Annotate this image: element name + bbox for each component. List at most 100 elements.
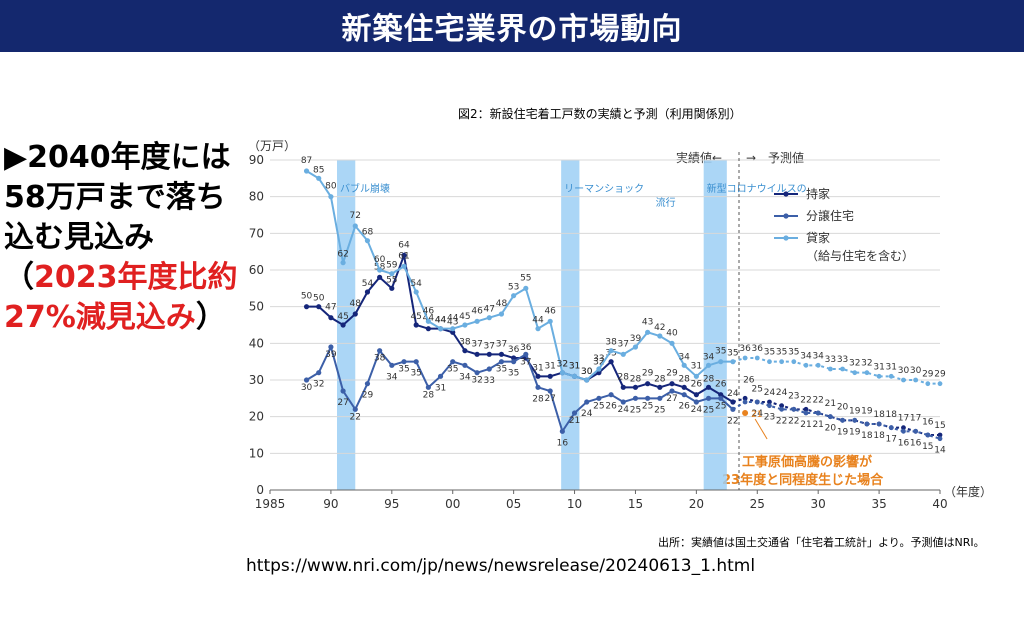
- y-axis-label: （万戸）: [248, 139, 296, 153]
- series-point-2: [498, 311, 505, 317]
- data-label-0: 36: [520, 343, 532, 353]
- data-label-0: 37: [484, 341, 495, 351]
- y-tick-label: 70: [249, 226, 264, 240]
- forecast-point-2: [864, 370, 870, 376]
- summary-highlight: 2023年度比約27%減見込み: [4, 260, 238, 335]
- data-label-0: 32: [557, 360, 568, 370]
- data-label-1: 16: [557, 438, 569, 448]
- forecast-point-2: [767, 359, 772, 365]
- forecast-label-1: 22: [788, 416, 799, 426]
- shaded-period-1: [561, 160, 580, 490]
- data-label-1: 35: [398, 365, 409, 375]
- series-point-2: [547, 318, 553, 324]
- data-label-1: 30: [301, 383, 313, 393]
- forecast-label-1: 16: [910, 438, 922, 448]
- series-point-2: [608, 348, 614, 354]
- data-label-2: 44: [532, 316, 544, 326]
- data-label-0: 31: [569, 361, 580, 371]
- series-point-2: [559, 370, 565, 376]
- data-label-1: 38: [374, 354, 386, 364]
- forecast-label-1: 23: [764, 413, 775, 423]
- series-point-2: [645, 329, 651, 335]
- forecast-label-1: 18: [861, 431, 873, 441]
- series-point-2: [620, 351, 626, 357]
- forecast-upper-label: 19: [861, 406, 873, 416]
- series-point-0: [474, 351, 480, 357]
- series-point-1: [413, 359, 419, 365]
- legend-marker-1: [783, 213, 789, 219]
- data-label-0: 35: [605, 349, 616, 359]
- forecast-label-2: 29: [922, 370, 934, 380]
- y-tick-label: 30: [249, 373, 264, 387]
- data-label-0: 43: [447, 317, 458, 327]
- data-label-0: 64: [398, 240, 410, 250]
- series-point-2: [364, 238, 371, 244]
- forecast-point-2: [754, 355, 760, 361]
- data-label-0: 31: [532, 363, 543, 373]
- series-point-0: [352, 311, 358, 317]
- forecast-label-2: 35: [776, 348, 787, 358]
- forecast-label-2: 33: [837, 355, 848, 365]
- series-point-2: [535, 326, 541, 332]
- forecast-label-1: 21: [800, 420, 811, 430]
- data-label-0: 28: [630, 374, 642, 384]
- forecast-label-2: 29: [934, 370, 946, 380]
- x-tick-label: 90: [323, 497, 338, 511]
- series-point-1: [316, 370, 322, 376]
- data-label-0: 58: [374, 262, 386, 272]
- forecast-label-1: 22: [776, 416, 787, 426]
- series-point-0: [340, 322, 346, 328]
- data-label-1: 27: [666, 394, 677, 404]
- forecast-point-2: [827, 366, 833, 372]
- data-label-0: 37: [496, 339, 507, 349]
- series-point-0: [693, 392, 699, 398]
- data-label-1: 33: [484, 376, 495, 386]
- forecast-point-2: [876, 373, 882, 379]
- series-point-1: [511, 359, 517, 365]
- data-label-1: 31: [435, 383, 446, 393]
- data-label-2: 46: [544, 306, 556, 316]
- series-point-1: [620, 399, 626, 405]
- data-label-1: 22: [350, 412, 361, 422]
- data-label-2: 53: [508, 283, 519, 293]
- data-label-1: 27: [337, 398, 348, 408]
- data-label-0: 50: [301, 292, 313, 302]
- shaded-period-label-0: バブル崩壊: [340, 182, 390, 195]
- data-label-2: 68: [362, 228, 374, 238]
- series-point-2: [486, 315, 492, 321]
- forecast-label-2: 35: [788, 348, 799, 358]
- source-note: 出所：実績値は国土交通省「住宅着工統計」より。予測値はNRI。: [658, 535, 985, 549]
- data-label-1: 32: [471, 376, 482, 386]
- series-point-2: [413, 289, 419, 295]
- forecast-point-1: [888, 425, 894, 431]
- data-label-0: 26: [691, 380, 703, 390]
- forecast-point-1: [876, 421, 882, 427]
- forecast-upper-label: 24: [776, 388, 788, 398]
- data-label-1: 35: [508, 369, 519, 379]
- data-label-1: 39: [325, 350, 337, 360]
- data-label-2: 48: [496, 299, 508, 309]
- forecast-point-2: [815, 362, 821, 368]
- series-point-1: [425, 384, 431, 390]
- scenario-label-1: 工事原価高騰の影響が: [742, 454, 872, 470]
- data-label-2: 47: [484, 305, 495, 315]
- forecast-point-2: [803, 362, 809, 368]
- x-axis-label: （年度）: [944, 484, 992, 499]
- series-point-1: [474, 370, 480, 376]
- series-point-1: [377, 348, 383, 354]
- forecast-label-1: 17: [886, 435, 897, 445]
- series-point-1: [645, 395, 651, 401]
- data-label-0: 45: [337, 312, 348, 322]
- series-point-1: [340, 388, 346, 394]
- series-point-0: [718, 392, 724, 398]
- series-point-1: [303, 377, 310, 383]
- series-point-2: [657, 333, 663, 339]
- forecast-point-1: [901, 428, 906, 434]
- series-point-2: [718, 359, 724, 365]
- y-tick-label: 60: [249, 263, 264, 277]
- scenario-label-2: 23年度と同程度生じた場合: [722, 472, 884, 488]
- legend-label-line2-2: （給与住宅を含む）: [806, 248, 914, 263]
- data-label-2: 31: [691, 361, 702, 371]
- y-tick-label: 90: [249, 153, 264, 167]
- forecast-point-2: [742, 355, 748, 361]
